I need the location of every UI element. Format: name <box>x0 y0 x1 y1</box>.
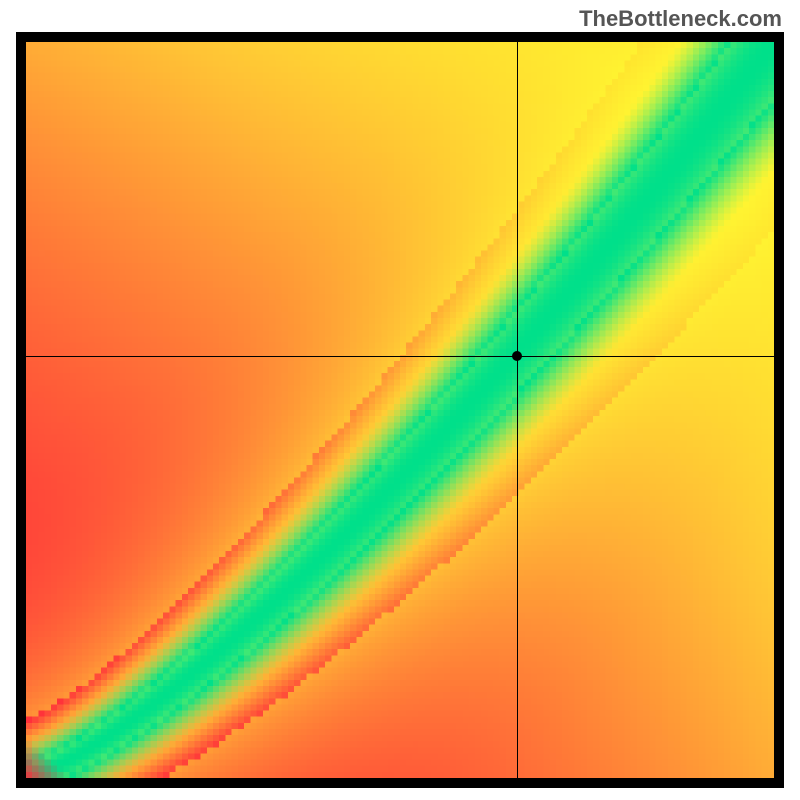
crosshair-vertical <box>517 42 518 778</box>
chart-container: TheBottleneck.com <box>0 0 800 800</box>
crosshair-horizontal <box>26 356 774 357</box>
watermark-text: TheBottleneck.com <box>579 6 782 32</box>
heatmap-canvas <box>26 42 774 778</box>
